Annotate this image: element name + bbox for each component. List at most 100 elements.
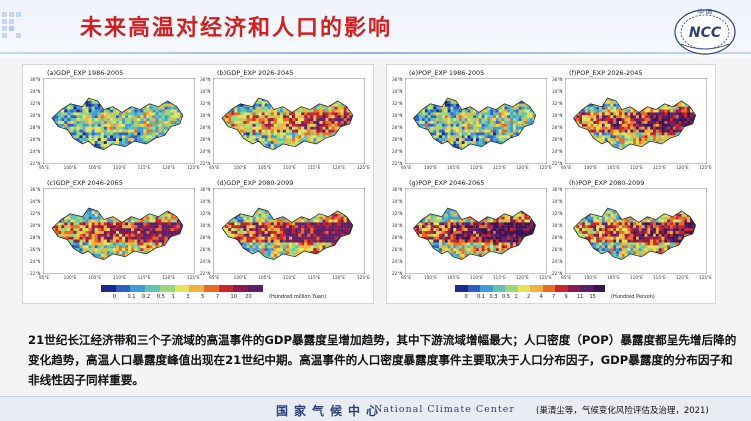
colorbar-tick: 0	[464, 294, 468, 300]
colorbar-tick: 15	[589, 294, 596, 300]
colorbar-swatch	[592, 285, 605, 292]
lat-tick: 36°N	[30, 187, 41, 192]
colorbar-swatch	[455, 285, 468, 292]
colorbar-tick: 1	[171, 294, 175, 300]
lat-tick: 34°N	[552, 89, 563, 94]
lon-tick: 125°E	[539, 165, 552, 170]
colorbar-swatch	[530, 285, 543, 292]
lat-tick: 34°N	[30, 199, 41, 204]
yangtze-exposure-map	[565, 78, 707, 164]
lat-tick: 30°N	[200, 223, 211, 228]
colorbar-tick: 10	[230, 294, 237, 300]
lon-tick: 110°E	[630, 165, 643, 170]
citation: (巢清尘等，气候变化风险评估及治理，2021)	[536, 406, 709, 416]
pop-figure-panel: (e)POP_EXP 1986-2005 36°N 34°N 32°N 30°N 28°N…	[386, 64, 716, 304]
lon-tick: 100°E	[63, 165, 77, 170]
colorbar-swatch	[480, 285, 493, 292]
lat-tick: 28°N	[552, 125, 563, 130]
colorbar-tick: 20	[245, 294, 252, 300]
colorbar-swatch	[542, 285, 555, 292]
lat-tick: 36°N	[200, 77, 211, 82]
lat-tick: 24°N	[552, 149, 563, 154]
lat-tick: 34°N	[30, 89, 41, 94]
lon-tick: 120°E	[162, 275, 176, 280]
lon-tick: 105°E	[88, 275, 102, 280]
lon-tick: 100°E	[424, 165, 437, 170]
lon-tick: 120°E	[676, 275, 689, 280]
lat-tick: 32°N	[200, 101, 211, 106]
lat-tick: 34°N	[200, 199, 211, 204]
colorbar-tick: 3	[186, 294, 190, 300]
lon-tick: 120°E	[332, 275, 346, 280]
lat-tick: 22°N	[200, 161, 211, 166]
lat-tick: 30°N	[392, 223, 403, 228]
lon-tick: 105°E	[607, 275, 620, 280]
lat-tick: 32°N	[200, 211, 211, 216]
lat-tick: 24°N	[30, 259, 41, 264]
lon-tick: 115°E	[493, 165, 506, 170]
lat-tick: 22°N	[552, 271, 563, 276]
colorbar-swatch	[130, 285, 146, 292]
yangtze-exposure-map	[43, 188, 195, 274]
colorbar-tick: 4	[539, 294, 543, 300]
lon-tick: 125°E	[357, 275, 370, 280]
map-title: (f)POP_EXP 2026-2045	[569, 69, 643, 77]
colorbar-tick: 0.5	[156, 294, 165, 300]
colorbar-swatch	[505, 285, 518, 292]
lon-tick: 110°E	[630, 275, 643, 280]
colorbar-tick: 7	[215, 294, 219, 300]
lon-tick: 100°E	[584, 165, 597, 170]
colorbar-tick: 5	[201, 294, 205, 300]
title-divider	[0, 52, 751, 54]
lat-tick: 28°N	[552, 235, 563, 240]
lon-tick: 105°E	[447, 165, 460, 170]
lat-tick: 26°N	[552, 247, 563, 252]
lon-tick: 110°E	[470, 165, 483, 170]
colorbar-swatch	[580, 285, 593, 292]
lat-tick: 26°N	[200, 137, 211, 142]
map-title: (h)POP_EXP 2080-2099	[569, 179, 645, 187]
lon-tick: 120°E	[516, 275, 529, 280]
lat-tick: 24°N	[200, 149, 211, 154]
lat-tick: 26°N	[392, 137, 403, 142]
lat-tick: 30°N	[552, 113, 563, 118]
lat-tick: 36°N	[552, 77, 563, 82]
colorbar-swatch	[467, 285, 480, 292]
lon-tick: 95°E	[401, 275, 412, 280]
map-title: (c)GDP_EXP 2046-2065	[47, 179, 123, 187]
colorbar-tick: 0.2	[142, 294, 151, 300]
colorbar-tick: 0.1	[477, 294, 485, 300]
lat-tick: 28°N	[30, 235, 41, 240]
colorbar-tick: 0	[112, 294, 116, 300]
lon-tick: 125°E	[187, 275, 200, 280]
gdp-figure-panel: (a)GDP_EXP 1986-2005 36°N 34°N 32°N 30°N 28°N…	[22, 64, 374, 304]
colorbar-tick: 2	[527, 294, 531, 300]
colorbar-tick: 0.1	[127, 294, 136, 300]
lat-tick: 26°N	[30, 247, 41, 252]
lon-tick: 115°E	[307, 275, 321, 280]
ncc-logo-icon: 中 国 NCC	[674, 8, 736, 55]
colorbar-swatch	[204, 285, 219, 292]
lat-tick: 24°N	[30, 149, 41, 154]
colorbar-unit: (Hundred million Yuan)	[269, 294, 327, 300]
lon-tick: 120°E	[162, 165, 176, 170]
colorbar-swatch	[517, 285, 530, 292]
map-title: (a)GDP_EXP 1986-2005	[47, 69, 124, 77]
lat-tick: 26°N	[392, 247, 403, 252]
lat-tick: 22°N	[392, 271, 403, 276]
lon-tick: 100°E	[424, 275, 437, 280]
lon-tick: 95°E	[401, 165, 412, 170]
colorbar-tick: 0.5	[502, 294, 510, 300]
lat-tick: 30°N	[30, 113, 41, 118]
lat-tick: 32°N	[30, 101, 41, 106]
map-title: (d)GDP_EXP 2080-2099	[217, 179, 294, 187]
lon-tick: 105°E	[607, 165, 620, 170]
lat-tick: 34°N	[200, 89, 211, 94]
colorbar-unit: (Hundred Person)	[611, 294, 655, 300]
colorbar-swatch	[555, 285, 568, 292]
footer-org-cn: 国家气候中心	[276, 404, 385, 418]
lon-tick: 115°E	[137, 275, 151, 280]
yangtze-exposure-map	[43, 78, 195, 164]
logo-top-text: 中 国	[698, 8, 712, 16]
